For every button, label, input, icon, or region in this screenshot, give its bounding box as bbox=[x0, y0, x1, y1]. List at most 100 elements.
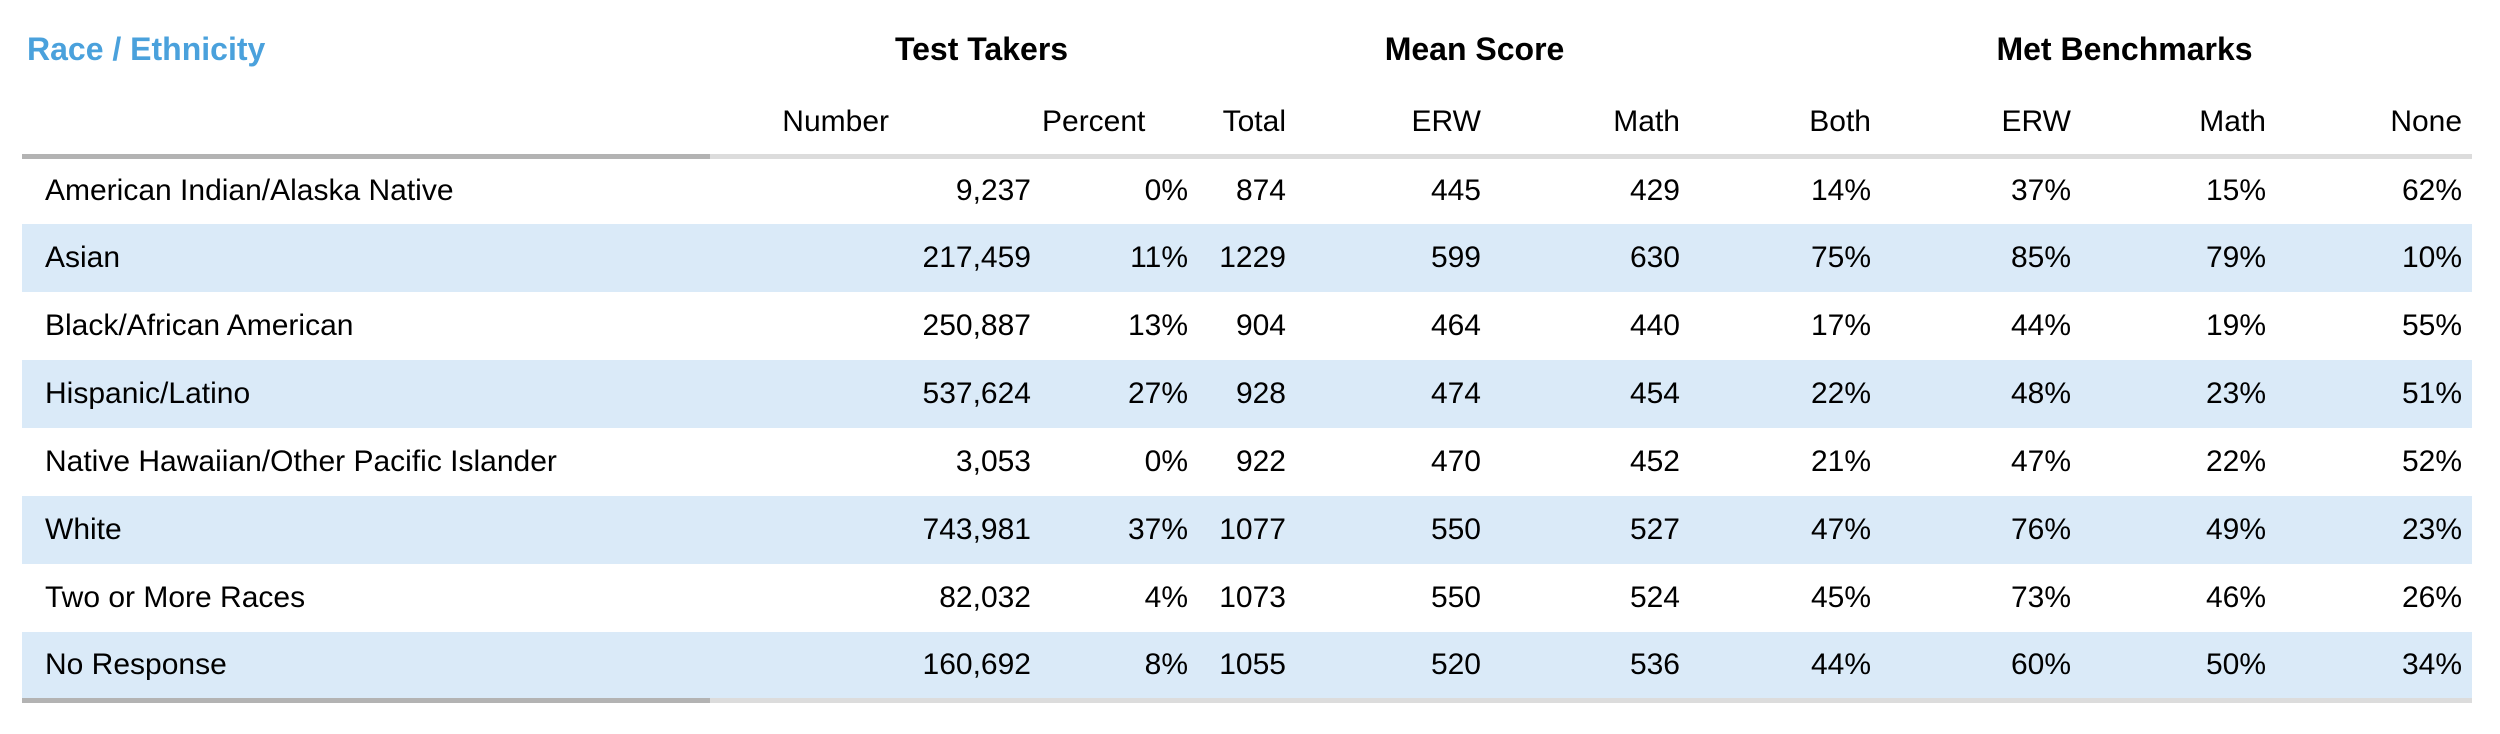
row-label: Hispanic/Latino bbox=[22, 360, 710, 428]
cell-both-col6: 17% bbox=[1810, 309, 1871, 342]
cell-both-col6: 75% bbox=[1690, 224, 1881, 292]
cell-math-col5: 454 bbox=[1491, 360, 1690, 428]
column-header-math-mean: Math bbox=[1491, 80, 1690, 159]
column-header-none: None bbox=[2276, 80, 2473, 159]
cell-erw-col4: 464 bbox=[1430, 309, 1481, 342]
cell-math-col8: 79% bbox=[2081, 224, 2276, 292]
cell-total-col3: 1077 bbox=[1198, 496, 1296, 564]
cell-total-col3: 1229 bbox=[1198, 224, 1296, 292]
cell-none-col9: 51% bbox=[2276, 360, 2473, 428]
cell-math-col8: 22% bbox=[2205, 445, 2266, 478]
cell-erw-col4: 445 bbox=[1430, 174, 1481, 208]
table-row: Asian 217,459 11% 1229 599 630 75% 85% 79% 10% bbox=[22, 224, 2473, 292]
column-header-number: Number bbox=[710, 80, 1041, 159]
cell-math-col5: 527 bbox=[1491, 496, 1690, 564]
cell-total-col3: 1073 bbox=[1219, 581, 1286, 614]
cell-erw-col4: 550 bbox=[1296, 496, 1491, 564]
cell-math-col5: 440 bbox=[1629, 309, 1680, 342]
table-row: White 743,981 37% 1077 550 527 47% 76% 49% 23% bbox=[22, 496, 2473, 564]
cell-percent-col2: 37% bbox=[1041, 496, 1198, 564]
cell-percent-col2: 8% bbox=[1041, 632, 1198, 703]
cell-total-col3: 1055 bbox=[1198, 632, 1296, 703]
cell-none-col9: 62% bbox=[2401, 174, 2463, 208]
group-header-test-takers: Test Takers bbox=[894, 31, 1069, 67]
cell-math-col8: 15% bbox=[2205, 174, 2266, 208]
cell-total-col3: 928 bbox=[1198, 360, 1296, 428]
row-label: Native Hawaiian/Other Pacific Islander bbox=[45, 445, 557, 478]
table-row: Two or More Races 82,032 4% 1073 550 524 45% 73… bbox=[22, 564, 2472, 632]
cell-percent-col2: 0% bbox=[1144, 174, 1188, 208]
cell-math-col8: 46% bbox=[2205, 581, 2266, 614]
cell-number-col1: 9,237 bbox=[955, 174, 1031, 208]
cell-math-col8: 49% bbox=[2081, 496, 2276, 564]
column-header-total: Total bbox=[1198, 80, 1296, 159]
column-header-row: Number Percent Total ERW Math Both ERW M… bbox=[22, 80, 2473, 159]
table-row: American Indian/Alaska Native 9,237 0% 874 4… bbox=[22, 156, 2472, 224]
table-row: Native Hawaiian/Other Pacific Islander 3,… bbox=[22, 428, 2472, 496]
group-header-row: Race / Ethnicity Test Takers Mean Score … bbox=[22, 0, 2472, 80]
cell-erw-col4: 474 bbox=[1296, 360, 1491, 428]
cell-percent-col2: 11% bbox=[1041, 224, 1198, 292]
cell-total-col3: 922 bbox=[1235, 445, 1286, 478]
cell-percent-col2: 27% bbox=[1041, 360, 1198, 428]
column-header-erw-benchmark: ERW bbox=[1881, 80, 2081, 159]
row-label: Two or More Races bbox=[45, 581, 306, 614]
row-label: Black/African American bbox=[45, 309, 354, 342]
cell-math-col5: 524 bbox=[1629, 581, 1680, 614]
cell-number-col1: 3,053 bbox=[955, 445, 1031, 478]
column-header-math-benchmark: Math bbox=[2081, 80, 2276, 159]
cell-both-col6: 14% bbox=[1810, 174, 1871, 208]
cell-math-col5: 429 bbox=[1629, 174, 1680, 208]
group-header-mean-score: Mean Score bbox=[1384, 31, 1565, 67]
cell-percent-col2: 0% bbox=[1144, 445, 1188, 478]
cell-erw-col4: 520 bbox=[1296, 632, 1491, 703]
cell-percent-col2: 4% bbox=[1144, 581, 1188, 614]
cell-erw-col7: 44% bbox=[2010, 309, 2071, 342]
cell-math-col8: 19% bbox=[2205, 309, 2266, 342]
cell-none-col9: 23% bbox=[2276, 496, 2473, 564]
cell-none-col9: 26% bbox=[2401, 581, 2463, 614]
cell-number-col1: 217,459 bbox=[710, 224, 1041, 292]
cell-both-col6: 22% bbox=[1690, 360, 1881, 428]
cell-math-col8: 23% bbox=[2081, 360, 2276, 428]
column-header-both: Both bbox=[1690, 80, 1881, 159]
cell-percent-col2: 13% bbox=[1127, 309, 1188, 342]
cell-math-col5: 536 bbox=[1491, 632, 1690, 703]
row-label: Asian bbox=[22, 224, 710, 292]
column-header-erw-mean: ERW bbox=[1296, 80, 1491, 159]
race-ethnicity-table: Race / Ethnicity Test Takers Mean Score … bbox=[22, 0, 2473, 703]
cell-none-col9: 52% bbox=[2401, 445, 2463, 478]
cell-erw-col4: 599 bbox=[1296, 224, 1491, 292]
group-header-met-benchmarks: Met Benchmarks bbox=[1996, 31, 2253, 67]
cell-none-col9: 34% bbox=[2276, 632, 2473, 703]
cell-math-col5: 452 bbox=[1629, 445, 1680, 478]
page-title: Race / Ethnicity bbox=[27, 31, 266, 67]
cell-erw-col7: 47% bbox=[2010, 445, 2071, 478]
cell-math-col5: 630 bbox=[1491, 224, 1690, 292]
cell-math-col8: 50% bbox=[2081, 632, 2276, 703]
cell-total-col3: 904 bbox=[1235, 309, 1286, 342]
cell-number-col1: 743,981 bbox=[710, 496, 1041, 564]
cell-both-col6: 45% bbox=[1810, 581, 1871, 614]
row-label: White bbox=[22, 496, 710, 564]
cell-number-col1: 250,887 bbox=[922, 309, 1031, 342]
cell-erw-col7: 60% bbox=[1881, 632, 2081, 703]
cell-number-col1: 160,692 bbox=[710, 632, 1041, 703]
cell-erw-col7: 73% bbox=[2010, 581, 2071, 614]
cell-none-col9: 10% bbox=[2276, 224, 2473, 292]
row-label: No Response bbox=[22, 632, 710, 703]
cell-erw-col7: 85% bbox=[1881, 224, 2081, 292]
cell-erw-col7: 76% bbox=[1881, 496, 2081, 564]
cell-none-col9: 55% bbox=[2401, 309, 2463, 342]
cell-erw-col7: 48% bbox=[1881, 360, 2081, 428]
cell-erw-col4: 470 bbox=[1430, 445, 1481, 478]
cell-erw-col4: 550 bbox=[1430, 581, 1481, 614]
cell-both-col6: 21% bbox=[1810, 445, 1871, 478]
table-row: Hispanic/Latino 537,624 27% 928 474 454 22% 48%… bbox=[22, 360, 2473, 428]
table-body: American Indian/Alaska Native 9,237 0% 874 4… bbox=[22, 156, 2473, 703]
table-row: Black/African American 250,887 13% 904 464 44… bbox=[22, 292, 2472, 360]
column-header-spacer bbox=[22, 80, 710, 159]
cell-both-col6: 47% bbox=[1690, 496, 1881, 564]
cell-both-col6: 44% bbox=[1690, 632, 1881, 703]
table-header: Race / Ethnicity Test Takers Mean Score … bbox=[22, 0, 2473, 159]
